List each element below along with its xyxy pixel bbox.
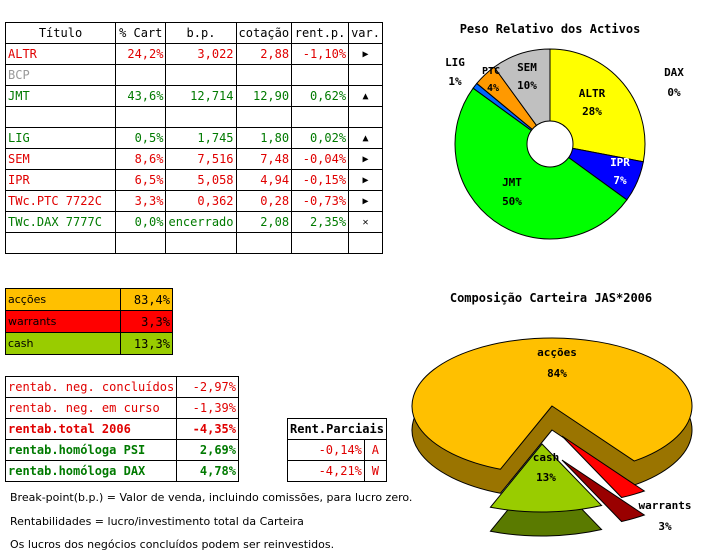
partial-row: -0,14% A: [287, 439, 387, 461]
chart1-slice-altr: [549, 48, 646, 163]
chart1-label-ipr: IPR: [610, 156, 630, 169]
chart2-slice-cash: [489, 443, 603, 513]
portfolio-row: TWc.PTC 7722C 3,3% 0,362 0,28 -0,73% ▶: [4, 190, 383, 212]
rentability-row: rentab.homóloga PSI 2,69%: [4, 439, 239, 461]
rentability-label: rentab.homóloga PSI: [4, 439, 178, 461]
rentability-value: 4,78%: [176, 460, 239, 482]
portfolio-cell-pct-cart: [115, 232, 167, 254]
portfolio-cell-cotacao: 2,88: [235, 43, 293, 65]
chart1-label-dax: DAX: [664, 66, 684, 79]
portfolio-cell-rent-p: -0,73%: [291, 190, 350, 212]
chart1-label-jmt: JMT: [502, 176, 522, 189]
portfolio-row: [4, 106, 383, 128]
portfolio-cell-cotacao: 4,94: [235, 169, 293, 191]
chart2-title: Composição Carteira JAS*2006: [450, 291, 652, 305]
portfolio-cell-bp: 5,058: [165, 169, 237, 191]
chart2-label-warrants: warrants: [639, 499, 692, 512]
portfolio-cell-cotacao: 7,48: [235, 148, 293, 170]
rentability-table: rentab. neg. concluídos -2,97% rentab. neg…: [4, 376, 239, 482]
chart2-value-cash: 13%: [536, 471, 556, 484]
allocation-label: cash: [5, 332, 121, 355]
portfolio-cell-pct-cart: 43,6%: [115, 85, 167, 107]
chart2-pie: [411, 337, 693, 537]
partial-letter: A: [363, 439, 387, 461]
portfolio-cell-titulo: JMT: [4, 85, 117, 107]
portfolio-table: Título % Cart b.p. cotação rent.p. var. …: [4, 22, 383, 254]
portfolio-row: TWc.DAX 7777C 0,0% encerrado 2,08 2,35% ✕: [4, 211, 383, 233]
chart2-value-accoes: 84%: [547, 367, 567, 380]
partial-letter: W: [363, 460, 387, 482]
note-rentabilidades: Rentabilidades = lucro/investimento tota…: [10, 515, 304, 528]
chart1-value-lig: 1%: [448, 75, 462, 88]
partial-row: -4,21% W: [287, 460, 387, 482]
portfolio-cell-titulo: TWc.DAX 7777C: [4, 211, 117, 233]
header-var: var.: [348, 22, 383, 44]
allocation-table: acções 83,4% warrants 3,3% cash 13,3%: [5, 288, 173, 355]
allocation-row: cash 13,3%: [5, 332, 173, 355]
portfolio-cell-pct-cart: 0,0%: [115, 211, 167, 233]
chart1-label-sem: SEM: [517, 61, 537, 74]
rentability-label: rentab.homóloga DAX: [4, 460, 178, 482]
partial-rentability-table: Rent.Parciais -0,14% A -4,21% W: [287, 418, 387, 482]
chart1-value-dax: 0%: [667, 86, 681, 99]
chart2-label-accoes: acções: [537, 346, 577, 359]
portfolio-row: [4, 232, 383, 254]
portfolio-cell-rent-p: -0,15%: [291, 169, 350, 191]
allocation-row: warrants 3,3%: [5, 310, 173, 333]
partial-value: -4,21%: [287, 460, 365, 482]
chart1-label-lig: LIG: [445, 56, 465, 69]
portfolio-header-row: Título % Cart b.p. cotação rent.p. var.: [4, 22, 383, 44]
chart1-title: Peso Relativo dos Activos: [460, 22, 641, 36]
chart1-value-jmt: 50%: [502, 195, 522, 208]
rentability-row: rentab.homóloga DAX 4,78%: [4, 460, 239, 482]
allocation-value: 3,3%: [120, 310, 173, 333]
note-break-point: Break-point(b.p.) = Valor de venda, incl…: [10, 491, 413, 504]
allocation-label: warrants: [5, 310, 121, 333]
chart1-slice-sem: [493, 48, 551, 146]
rentability-value: 2,69%: [176, 439, 239, 461]
chart1-center-hole: [526, 120, 574, 168]
portfolio-cell-var: [348, 232, 383, 254]
chart2-slice-warrants: [561, 435, 646, 499]
chart1-value-ptc: 4%: [487, 83, 499, 94]
header-rent-p: rent.p.: [291, 22, 350, 44]
partial-value: -0,14%: [287, 439, 365, 461]
chart1-value-altr: 28%: [582, 105, 602, 118]
portfolio-cell-bp: 12,714: [165, 85, 237, 107]
rentability-value: -4,35%: [176, 418, 239, 440]
portfolio-cell-rent-p: 2,35%: [291, 211, 350, 233]
portfolio-cell-bp: 3,022: [165, 43, 237, 65]
partial-header: Rent.Parciais: [287, 418, 387, 440]
chart1-label-ptc: PTC: [482, 66, 500, 77]
note-lucros: Os lucros dos negócios concluídos podem …: [10, 538, 335, 551]
rentability-row: rentab. neg. concluídos -2,97%: [4, 376, 239, 398]
portfolio-cell-pct-cart: 0,5%: [115, 127, 167, 149]
portfolio-cell-pct-cart: 8,6%: [115, 148, 167, 170]
chart2-slice-depth-warrants: [561, 459, 646, 523]
allocation-value: 13,3%: [120, 332, 173, 355]
portfolio-cell-bp: [165, 232, 237, 254]
chart2-value-warrants: 3%: [658, 520, 672, 533]
chart2-label-cash: cash: [533, 451, 560, 464]
rentability-value: -2,97%: [176, 376, 239, 398]
chart1-value-ipr: 7%: [613, 174, 627, 187]
portfolio-row: SEM 8,6% 7,516 7,48 -0,04% ▶: [4, 148, 383, 170]
portfolio-row: JMT 43,6% 12,714 12,90 0,62% ▲: [4, 85, 383, 107]
portfolio-cell-rent-p: 0,62%: [291, 85, 350, 107]
chart2-slice-accoes: [411, 337, 693, 470]
portfolio-cell-rent-p: [291, 232, 350, 254]
chart1-value-sem: 10%: [517, 79, 537, 92]
chart1-label-altr: ALTR: [579, 87, 606, 100]
partial-header-row: Rent.Parciais: [287, 418, 387, 440]
